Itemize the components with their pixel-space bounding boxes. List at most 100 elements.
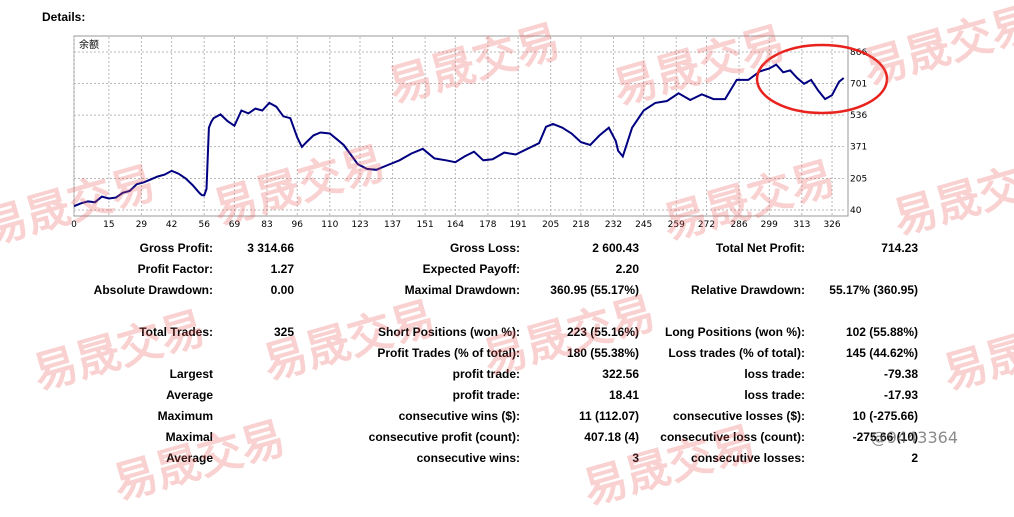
absolute-drawdown-value: 0.00 <box>270 283 294 297</box>
x-tick-label: 29 <box>136 220 148 230</box>
avg-consecutive-losses-label: consecutive losses: <box>690 451 805 465</box>
profit-factor-label: Profit Factor: <box>137 262 213 276</box>
x-tick-label: 56 <box>198 220 210 230</box>
short-positions-label: Short Positions (won %): <box>378 325 520 339</box>
y-tick-label: 536 <box>850 111 867 121</box>
average-loss-value: -17.93 <box>883 388 918 402</box>
x-tick-label: 110 <box>321 220 338 230</box>
gross-loss-label: Gross Loss: <box>449 241 520 255</box>
profit-trades-value: 180 (55.38%) <box>566 346 639 360</box>
stats-row-maximum: Maximum consecutive wins ($): 11 (112.07… <box>0 406 1014 427</box>
balance-chart: 余额 0 15 29 42 56 69 83 96 110 123 137 151 164 178 191 2… <box>71 35 889 230</box>
x-tick-label: 123 <box>351 220 368 230</box>
expected-payoff-label: Expected Payoff: <box>422 262 520 276</box>
long-positions-label: Long Positions (won %): <box>665 325 805 339</box>
x-tick-label: 42 <box>166 220 177 230</box>
x-tick-label: 137 <box>384 220 401 230</box>
x-tick-label: 69 <box>229 220 241 230</box>
absolute-drawdown-label: Absolute Drawdown: <box>93 283 213 297</box>
y-tick-label: 371 <box>850 143 867 153</box>
max-consecutive-wins-label: consecutive wins ($): <box>398 409 520 423</box>
balance-series-line <box>73 63 845 208</box>
y-tick-label: 205 <box>850 174 867 184</box>
y-tick-label: 866 <box>850 48 867 58</box>
stats-row-maximal: Maximal consecutive profit (count): 407.… <box>0 427 1014 448</box>
x-tick-label: 15 <box>103 220 114 230</box>
relative-drawdown-label: Relative Drawdown: <box>690 283 805 297</box>
largest-profit-label: profit trade: <box>452 367 520 381</box>
total-trades-value: 325 <box>273 325 294 339</box>
max-consecutive-losses-label: consecutive losses ($): <box>672 409 805 423</box>
average-label: Average <box>166 388 213 402</box>
stats-row-avg-consecutive: Average consecutive wins: 3 consecutive … <box>0 448 1014 469</box>
average-loss-label: loss trade: <box>744 388 805 402</box>
expected-payoff-value: 2.20 <box>615 262 639 276</box>
corner-id-mark: @9443364 <box>870 428 958 447</box>
x-tick-label: 191 <box>510 220 527 230</box>
chart-title: 余额 <box>79 38 99 51</box>
x-tick-label: 83 <box>261 220 272 230</box>
maximal-label: Maximal <box>165 430 213 444</box>
x-tick-label: 205 <box>542 220 559 230</box>
x-tick-label: 0 <box>71 220 77 230</box>
profit-trades-label: Profit Trades (% of total): <box>377 346 520 360</box>
total-trades-label: Total Trades: <box>139 325 213 339</box>
loss-trades-label: Loss trades (% of total): <box>668 346 805 360</box>
gross-profit-label: Gross Profit: <box>139 241 213 255</box>
avg-consecutive-wins-label: consecutive wins: <box>416 451 520 465</box>
y-axis-ticks: 40 205 371 536 701 866 <box>850 48 867 216</box>
loss-trades-value: 145 (44.62%) <box>845 346 918 360</box>
x-tick-label: 151 <box>417 220 434 230</box>
largest-loss-value: -79.38 <box>883 367 918 381</box>
gross-profit-value: 3 314.66 <box>247 241 294 255</box>
short-positions-value: 223 (55.16%) <box>566 325 639 339</box>
avg-consecutive-wins-value: 3 <box>632 451 639 465</box>
average-consecutive-label: Average <box>166 451 213 465</box>
largest-label: Largest <box>169 367 213 381</box>
avg-consecutive-losses-value: 2 <box>911 451 918 465</box>
profit-factor-value: 1.27 <box>270 262 294 276</box>
maximal-drawdown-label: Maximal Drawdown: <box>404 283 520 297</box>
consecutive-loss-value: -275.66 (10) <box>852 430 918 444</box>
consecutive-profit-value: 407.18 (4) <box>584 430 639 444</box>
x-tick-label: 259 <box>668 220 685 230</box>
x-tick-label: 232 <box>605 220 622 230</box>
stats-row-largest: Largest profit trade: 322.56 loss trade:… <box>0 364 1014 385</box>
consecutive-loss-label: consecutive loss (count): <box>660 430 805 444</box>
max-consecutive-losses-value: 10 (-275.66) <box>852 409 918 423</box>
average-profit-value: 18.41 <box>608 388 639 402</box>
details-heading: Details: <box>42 10 86 24</box>
largest-profit-value: 322.56 <box>602 367 639 381</box>
x-tick-label: 299 <box>761 220 778 230</box>
x-tick-label: 218 <box>572 220 589 230</box>
consecutive-profit-label: consecutive profit (count): <box>368 430 520 444</box>
x-tick-label: 245 <box>635 220 652 230</box>
net-profit-label: Total Net Profit: <box>715 241 805 255</box>
stats-row-gross: Gross Profit: 3 314.66 Gross Loss: 2 600… <box>0 238 1014 259</box>
stats-row-factor: Profit Factor: 1.27 Expected Payoff: 2.2… <box>0 259 1014 280</box>
stats-row-average: Average profit trade: 18.41 loss trade: … <box>0 385 1014 406</box>
y-tick-label: 701 <box>850 80 867 90</box>
maximal-drawdown-value: 360.95 (55.17%) <box>550 283 639 297</box>
long-positions-value: 102 (55.88%) <box>845 325 918 339</box>
chart-border <box>73 35 849 217</box>
stats-row-drawdown: Absolute Drawdown: 0.00 Maximal Drawdown… <box>0 280 1014 301</box>
largest-loss-label: loss trade: <box>744 367 805 381</box>
gross-loss-value: 2 600.43 <box>592 241 639 255</box>
x-tick-label: 164 <box>447 220 464 230</box>
x-tick-label: 178 <box>479 220 496 230</box>
x-tick-label: 96 <box>292 220 304 230</box>
y-tick-label: 40 <box>850 206 862 216</box>
x-tick-label: 326 <box>823 220 840 230</box>
chart-grid <box>73 37 846 216</box>
net-profit-value: 714.23 <box>881 241 918 255</box>
x-axis-ticks: 0 15 29 42 56 69 83 96 110 123 137 151 164 178 191 205 2… <box>71 220 841 230</box>
x-tick-label: 313 <box>793 220 810 230</box>
average-profit-label: profit trade: <box>452 388 520 402</box>
x-tick-label: 272 <box>698 220 715 230</box>
max-consecutive-wins-value: 11 (112.07) <box>578 409 639 423</box>
relative-drawdown-value: 55.17% (360.95) <box>829 283 918 297</box>
maximum-label: Maximum <box>157 409 213 423</box>
stats-row-trade-share: Profit Trades (% of total): 180 (55.38%)… <box>0 343 1014 364</box>
stats-row-positions: Total Trades: 325 Short Positions (won %… <box>0 322 1014 343</box>
